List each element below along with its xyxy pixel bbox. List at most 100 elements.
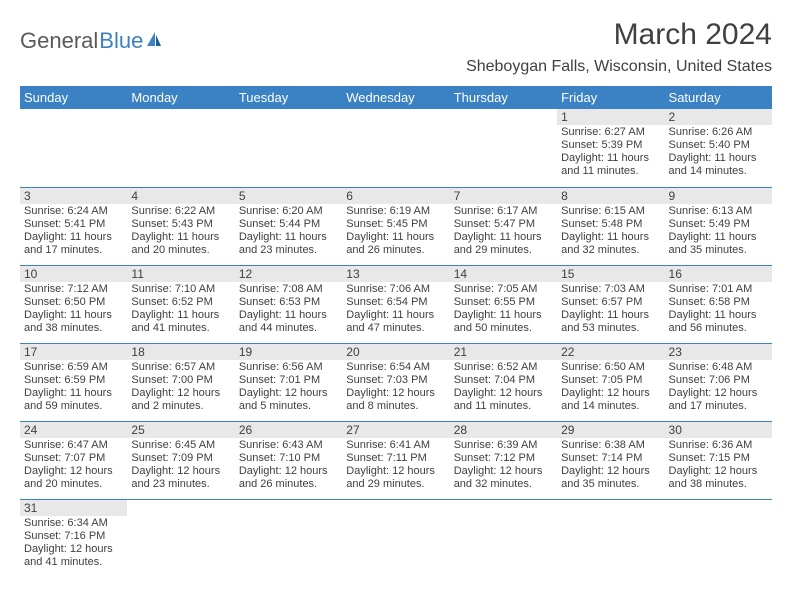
day-data: Sunrise: 6:19 AMSunset: 5:45 PMDaylight:… <box>342 204 449 259</box>
calendar-cell: 19Sunrise: 6:56 AMSunset: 7:01 PMDayligh… <box>235 343 342 421</box>
day-data: Sunrise: 7:06 AMSunset: 6:54 PMDaylight:… <box>342 282 449 337</box>
calendar-cell: 7Sunrise: 6:17 AMSunset: 5:47 PMDaylight… <box>450 187 557 265</box>
day-data: Sunrise: 7:08 AMSunset: 6:53 PMDaylight:… <box>235 282 342 337</box>
calendar-cell: 6Sunrise: 6:19 AMSunset: 5:45 PMDaylight… <box>342 187 449 265</box>
day-number: 20 <box>342 344 449 360</box>
day-data: Sunrise: 6:52 AMSunset: 7:04 PMDaylight:… <box>450 360 557 415</box>
calendar-cell: 9Sunrise: 6:13 AMSunset: 5:49 PMDaylight… <box>665 187 772 265</box>
day-header: Wednesday <box>342 86 449 109</box>
calendar-cell: 5Sunrise: 6:20 AMSunset: 5:44 PMDaylight… <box>235 187 342 265</box>
calendar-cell <box>342 499 449 577</box>
calendar-cell <box>235 499 342 577</box>
day-number: 13 <box>342 266 449 282</box>
day-data: Sunrise: 6:56 AMSunset: 7:01 PMDaylight:… <box>235 360 342 415</box>
day-data: Sunrise: 6:45 AMSunset: 7:09 PMDaylight:… <box>127 438 234 493</box>
calendar-cell: 10Sunrise: 7:12 AMSunset: 6:50 PMDayligh… <box>20 265 127 343</box>
day-data: Sunrise: 6:13 AMSunset: 5:49 PMDaylight:… <box>665 204 772 259</box>
calendar-cell: 29Sunrise: 6:38 AMSunset: 7:14 PMDayligh… <box>557 421 664 499</box>
calendar-cell: 3Sunrise: 6:24 AMSunset: 5:41 PMDaylight… <box>20 187 127 265</box>
day-data: Sunrise: 6:48 AMSunset: 7:06 PMDaylight:… <box>665 360 772 415</box>
day-number: 16 <box>665 266 772 282</box>
calendar-cell: 21Sunrise: 6:52 AMSunset: 7:04 PMDayligh… <box>450 343 557 421</box>
calendar-cell <box>557 499 664 577</box>
day-data: Sunrise: 6:17 AMSunset: 5:47 PMDaylight:… <box>450 204 557 259</box>
day-number: 4 <box>127 188 234 204</box>
day-data: Sunrise: 7:10 AMSunset: 6:52 PMDaylight:… <box>127 282 234 337</box>
calendar-page: General Blue March 2024 Sheboygan Falls,… <box>0 0 792 577</box>
day-data: Sunrise: 6:24 AMSunset: 5:41 PMDaylight:… <box>20 204 127 259</box>
month-title: March 2024 <box>614 18 772 52</box>
day-number: 11 <box>127 266 234 282</box>
calendar-cell: 30Sunrise: 6:36 AMSunset: 7:15 PMDayligh… <box>665 421 772 499</box>
calendar-cell <box>235 109 342 187</box>
day-header: Friday <box>557 86 664 109</box>
day-number: 6 <box>342 188 449 204</box>
day-number: 21 <box>450 344 557 360</box>
calendar-cell: 24Sunrise: 6:47 AMSunset: 7:07 PMDayligh… <box>20 421 127 499</box>
day-data: Sunrise: 6:36 AMSunset: 7:15 PMDaylight:… <box>665 438 772 493</box>
day-data: Sunrise: 6:41 AMSunset: 7:11 PMDaylight:… <box>342 438 449 493</box>
day-number: 22 <box>557 344 664 360</box>
day-number: 15 <box>557 266 664 282</box>
day-number: 28 <box>450 422 557 438</box>
day-data: Sunrise: 7:05 AMSunset: 6:55 PMDaylight:… <box>450 282 557 337</box>
day-data: Sunrise: 7:12 AMSunset: 6:50 PMDaylight:… <box>20 282 127 337</box>
day-number: 9 <box>665 188 772 204</box>
calendar-cell: 13Sunrise: 7:06 AMSunset: 6:54 PMDayligh… <box>342 265 449 343</box>
calendar-cell: 20Sunrise: 6:54 AMSunset: 7:03 PMDayligh… <box>342 343 449 421</box>
day-number: 10 <box>20 266 127 282</box>
calendar-cell: 15Sunrise: 7:03 AMSunset: 6:57 PMDayligh… <box>557 265 664 343</box>
calendar-cell: 4Sunrise: 6:22 AMSunset: 5:43 PMDaylight… <box>127 187 234 265</box>
calendar-cell: 26Sunrise: 6:43 AMSunset: 7:10 PMDayligh… <box>235 421 342 499</box>
calendar-cell <box>342 109 449 187</box>
calendar-cell: 25Sunrise: 6:45 AMSunset: 7:09 PMDayligh… <box>127 421 234 499</box>
day-number: 19 <box>235 344 342 360</box>
day-number: 3 <box>20 188 127 204</box>
calendar-cell: 14Sunrise: 7:05 AMSunset: 6:55 PMDayligh… <box>450 265 557 343</box>
day-number: 27 <box>342 422 449 438</box>
day-number: 26 <box>235 422 342 438</box>
calendar-header-row: SundayMondayTuesdayWednesdayThursdayFrid… <box>20 86 772 109</box>
day-data: Sunrise: 6:22 AMSunset: 5:43 PMDaylight:… <box>127 204 234 259</box>
day-data: Sunrise: 6:38 AMSunset: 7:14 PMDaylight:… <box>557 438 664 493</box>
calendar-cell: 2Sunrise: 6:26 AMSunset: 5:40 PMDaylight… <box>665 109 772 187</box>
calendar-cell: 17Sunrise: 6:59 AMSunset: 6:59 PMDayligh… <box>20 343 127 421</box>
day-data: Sunrise: 6:20 AMSunset: 5:44 PMDaylight:… <box>235 204 342 259</box>
day-data: Sunrise: 7:01 AMSunset: 6:58 PMDaylight:… <box>665 282 772 337</box>
day-data: Sunrise: 6:43 AMSunset: 7:10 PMDaylight:… <box>235 438 342 493</box>
calendar-cell <box>20 109 127 187</box>
day-data: Sunrise: 6:50 AMSunset: 7:05 PMDaylight:… <box>557 360 664 415</box>
calendar-cell <box>127 109 234 187</box>
day-data: Sunrise: 6:39 AMSunset: 7:12 PMDaylight:… <box>450 438 557 493</box>
calendar-cell: 22Sunrise: 6:50 AMSunset: 7:05 PMDayligh… <box>557 343 664 421</box>
calendar-cell: 31Sunrise: 6:34 AMSunset: 7:16 PMDayligh… <box>20 499 127 577</box>
day-number: 30 <box>665 422 772 438</box>
day-number: 12 <box>235 266 342 282</box>
day-number: 31 <box>20 500 127 516</box>
day-data: Sunrise: 6:57 AMSunset: 7:00 PMDaylight:… <box>127 360 234 415</box>
day-data: Sunrise: 6:47 AMSunset: 7:07 PMDaylight:… <box>20 438 127 493</box>
calendar-cell: 18Sunrise: 6:57 AMSunset: 7:00 PMDayligh… <box>127 343 234 421</box>
calendar-cell <box>665 499 772 577</box>
day-number: 23 <box>665 344 772 360</box>
day-number: 14 <box>450 266 557 282</box>
day-number: 29 <box>557 422 664 438</box>
day-header: Tuesday <box>235 86 342 109</box>
calendar-cell: 23Sunrise: 6:48 AMSunset: 7:06 PMDayligh… <box>665 343 772 421</box>
day-number: 7 <box>450 188 557 204</box>
calendar-cell: 11Sunrise: 7:10 AMSunset: 6:52 PMDayligh… <box>127 265 234 343</box>
day-data: Sunrise: 6:34 AMSunset: 7:16 PMDaylight:… <box>20 516 127 571</box>
calendar-cell <box>450 499 557 577</box>
sail-icon <box>145 30 163 53</box>
day-data: Sunrise: 6:27 AMSunset: 5:39 PMDaylight:… <box>557 125 664 180</box>
calendar-cell <box>450 109 557 187</box>
day-header: Saturday <box>665 86 772 109</box>
logo-text-blue: Blue <box>99 28 143 54</box>
calendar-cell: 27Sunrise: 6:41 AMSunset: 7:11 PMDayligh… <box>342 421 449 499</box>
day-data: Sunrise: 6:26 AMSunset: 5:40 PMDaylight:… <box>665 125 772 180</box>
day-header: Thursday <box>450 86 557 109</box>
day-number: 18 <box>127 344 234 360</box>
header: General Blue March 2024 Sheboygan Falls,… <box>20 18 772 80</box>
day-number: 17 <box>20 344 127 360</box>
logo-text-general: General <box>20 28 98 54</box>
